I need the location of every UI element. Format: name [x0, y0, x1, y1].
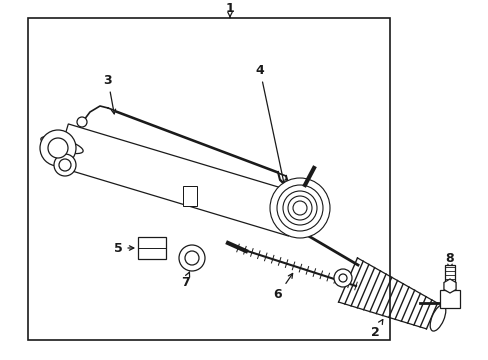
Circle shape: [287, 196, 311, 220]
Text: 7: 7: [180, 272, 189, 288]
Text: 2: 2: [370, 320, 382, 338]
Circle shape: [184, 251, 199, 265]
Bar: [183, 186, 197, 206]
Circle shape: [48, 138, 68, 158]
Text: 6: 6: [273, 274, 292, 302]
Text: 3: 3: [103, 73, 115, 114]
Polygon shape: [56, 124, 301, 236]
Circle shape: [276, 185, 323, 231]
Circle shape: [179, 245, 204, 271]
Bar: [439, 290, 459, 308]
Circle shape: [54, 154, 76, 176]
Text: 8: 8: [445, 252, 453, 269]
Circle shape: [77, 117, 87, 127]
Circle shape: [292, 201, 306, 215]
Ellipse shape: [429, 305, 445, 331]
Ellipse shape: [41, 136, 83, 154]
Text: 5: 5: [113, 242, 134, 255]
Circle shape: [269, 178, 329, 238]
Circle shape: [59, 159, 71, 171]
Circle shape: [40, 130, 76, 166]
Text: 1: 1: [225, 1, 234, 17]
Circle shape: [281, 189, 290, 199]
Circle shape: [333, 269, 351, 287]
Text: 4: 4: [255, 63, 285, 184]
Bar: [28, 18, 389, 340]
Bar: [138, 237, 165, 259]
Circle shape: [283, 191, 316, 225]
Circle shape: [338, 274, 346, 282]
Bar: [444, 265, 454, 290]
